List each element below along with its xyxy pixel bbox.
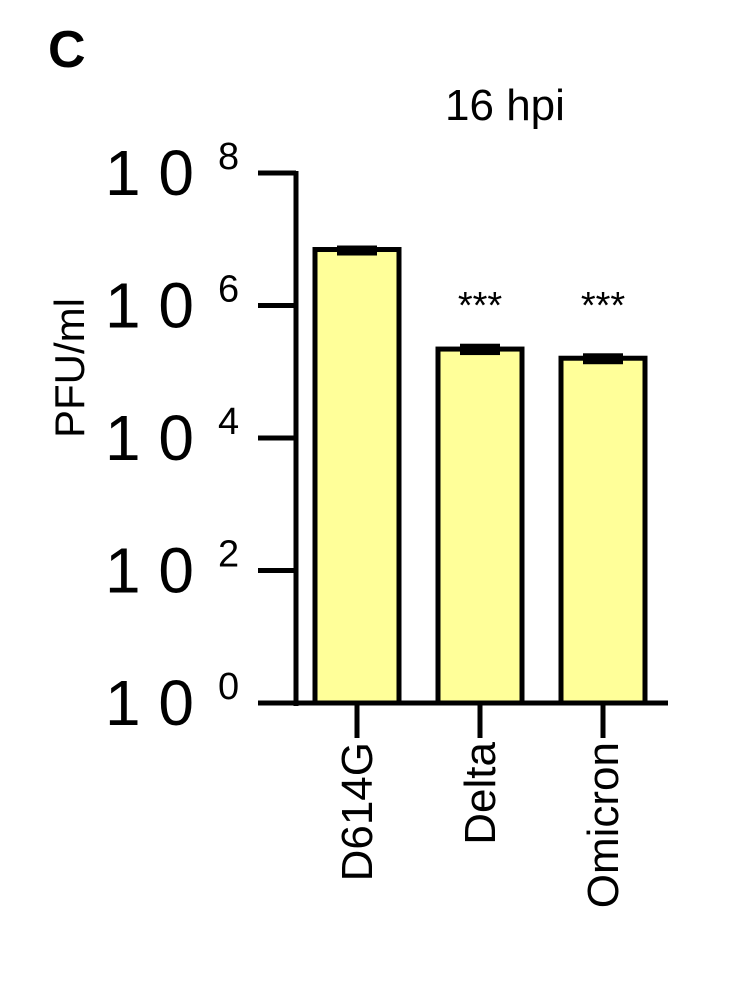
bar-d614g — [312, 247, 402, 706]
x-tick-label-omicron: Omicron — [579, 742, 628, 908]
y-axis-label: PFU/ml — [46, 298, 93, 438]
y-tick-label-1: 1 0 — [105, 535, 194, 607]
x-axis: D614G Delta Omicron — [296, 700, 668, 908]
x-tick-label-delta: Delta — [456, 741, 505, 844]
y-tick-exponent-3: 6 — [218, 269, 239, 311]
y-tick-exponent-0: 0 — [218, 666, 239, 708]
bars-group: *** *** — [312, 245, 648, 706]
panel-label: C — [48, 21, 86, 79]
bar-delta — [435, 346, 525, 706]
y-tick-label-3: 1 0 — [105, 270, 194, 342]
error-bar-d614g — [337, 245, 377, 256]
significance-delta: *** — [458, 285, 503, 327]
y-tick-exponent-4: 8 — [218, 136, 239, 178]
error-bar-omicron — [583, 353, 623, 365]
y-tick-label-2: 1 0 — [105, 402, 194, 474]
significance-omicron: *** — [581, 285, 626, 327]
bar-omicron — [558, 355, 648, 706]
chart-title: 16 hpi — [445, 81, 565, 130]
y-tick-label-4: 1 0 — [105, 137, 194, 209]
y-tick-exponent-2: 4 — [218, 401, 239, 443]
y-tick-label-0: 1 0 — [105, 667, 194, 739]
y-tick-exponent-1: 2 — [218, 534, 239, 576]
x-tick-label-d614g: D614G — [333, 742, 382, 881]
y-axis: 1 0 0 1 0 2 1 0 4 1 0 6 1 0 8 — [105, 136, 299, 739]
error-bar-delta — [460, 343, 500, 356]
